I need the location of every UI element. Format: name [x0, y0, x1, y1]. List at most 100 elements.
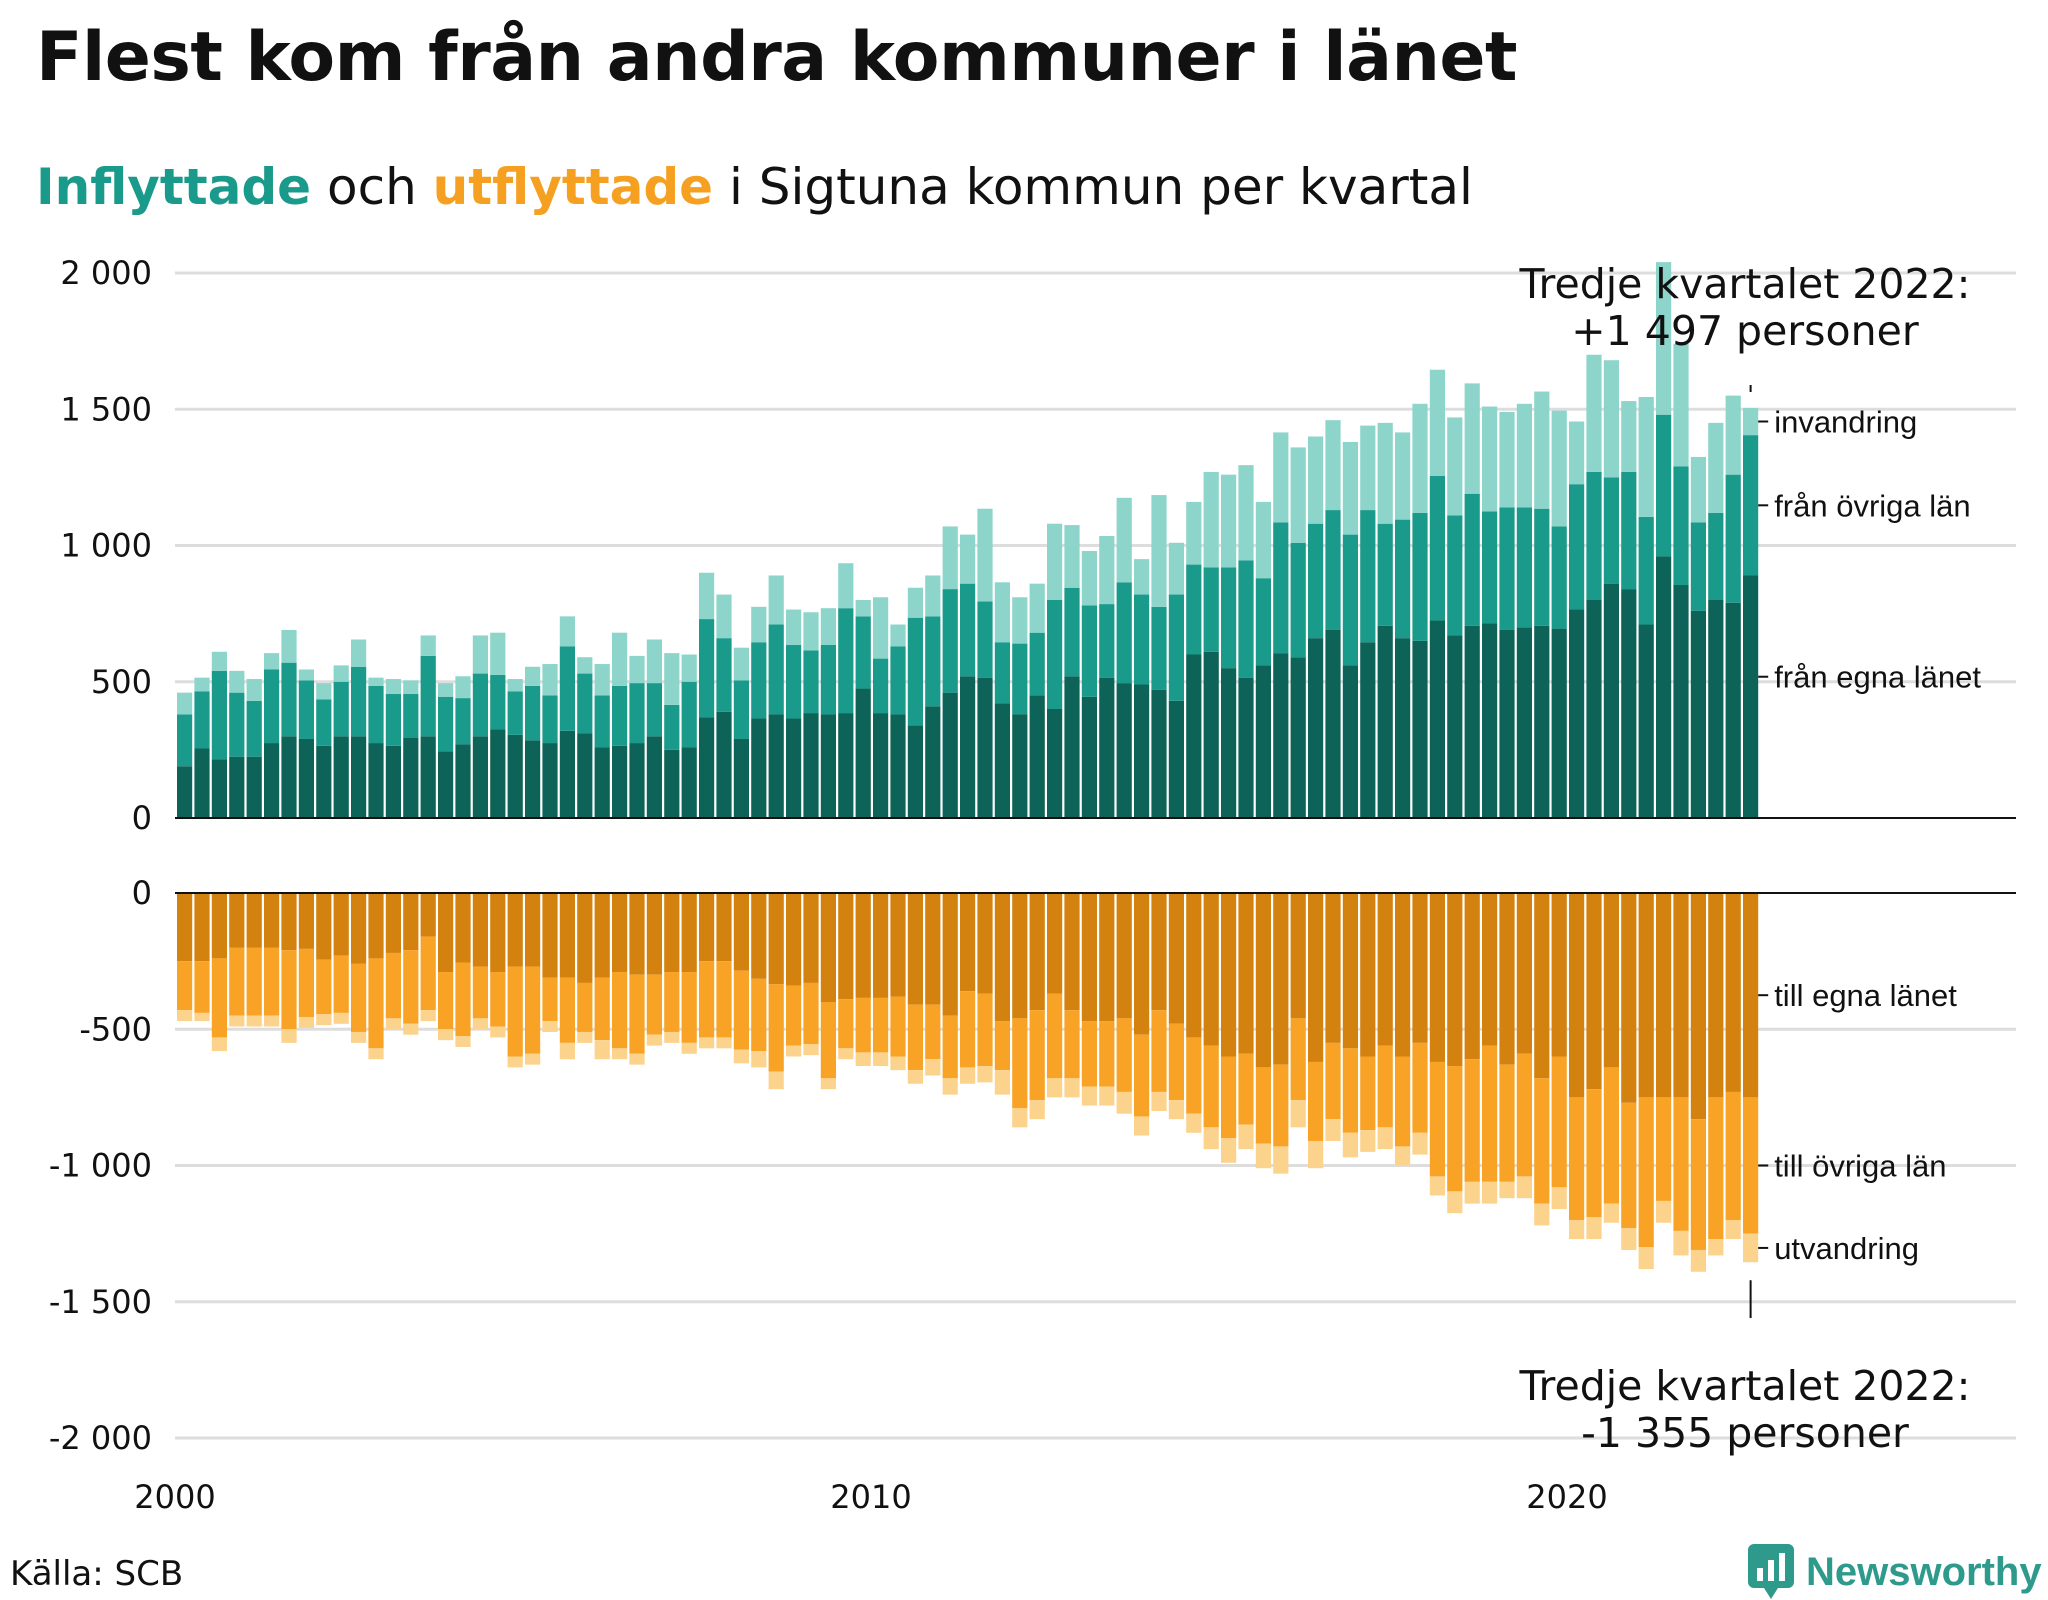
- bar-out-ovriga: [403, 950, 419, 1024]
- bar-in-egna: [1429, 620, 1445, 818]
- bar-out-utvandring: [1743, 1233, 1759, 1263]
- bar-in-ovriga: [1186, 564, 1202, 655]
- bar-out-egna: [1273, 893, 1289, 1065]
- bar-in-egna: [368, 743, 384, 818]
- bar-in-ovriga: [1534, 508, 1550, 626]
- bar-out-egna: [1186, 893, 1202, 1038]
- bar-in-ovriga: [803, 650, 819, 714]
- bar-in-egna: [351, 736, 367, 818]
- bar-out-egna: [803, 893, 819, 983]
- bar-in-invandring: [629, 655, 645, 684]
- annotation-bottom-line1: Tredje kvartalet 2022:: [1519, 1362, 1971, 1410]
- bar-in-egna: [1238, 677, 1254, 818]
- bar-in-invandring: [820, 608, 836, 645]
- bar-in-egna: [559, 730, 575, 818]
- bar-out-egna: [1516, 893, 1532, 1054]
- bar-in-ovriga: [699, 619, 715, 718]
- bar-in-egna: [438, 751, 454, 818]
- bar-in-egna: [612, 745, 628, 818]
- bar-out-egna: [1551, 893, 1567, 1057]
- bar-in-ovriga: [577, 673, 593, 734]
- bar-in-egna: [1586, 600, 1602, 818]
- bar-in-egna: [1186, 654, 1202, 818]
- bar-in-ovriga: [472, 673, 488, 737]
- bar-out-ovriga: [194, 961, 210, 1013]
- bar-out-utvandring: [1603, 1203, 1619, 1223]
- bar-out-egna: [1586, 893, 1602, 1090]
- bar-out-egna: [977, 893, 993, 994]
- bar-in-egna: [1690, 610, 1706, 818]
- bar-out-ovriga: [855, 997, 871, 1053]
- bar-in-egna: [542, 743, 558, 818]
- bar-out-utvandring: [1203, 1127, 1219, 1150]
- bar-in-invandring: [403, 680, 419, 695]
- bar-out-egna: [1342, 893, 1358, 1049]
- bar-out-ovriga: [907, 1004, 923, 1071]
- bar-in-ovriga: [733, 680, 749, 739]
- bar-in-invandring: [351, 639, 367, 667]
- bar-out-egna: [420, 893, 436, 937]
- bar-out-ovriga: [177, 961, 193, 1011]
- bar-in-invandring: [1377, 422, 1393, 524]
- bar-out-utvandring: [351, 1031, 367, 1043]
- y-tick-label-bottom: 0: [132, 874, 152, 912]
- bar-out-utvandring: [264, 1015, 280, 1027]
- bar-out-utvandring: [977, 1066, 993, 1083]
- bar-out-egna: [1603, 893, 1619, 1068]
- bar-in-egna: [594, 747, 610, 818]
- bar-in-ovriga: [229, 692, 245, 757]
- bar-out-ovriga: [768, 984, 784, 1072]
- subtitle-inflyttade: Inflyttade: [36, 158, 312, 216]
- bar-out-utvandring: [1464, 1181, 1480, 1204]
- bar-out-utvandring: [855, 1052, 871, 1067]
- bar-out-ovriga: [298, 948, 314, 1017]
- bar-out-egna: [1325, 893, 1341, 1043]
- bar-out-egna: [1081, 893, 1097, 1022]
- bar-out-ovriga: [1221, 1056, 1237, 1139]
- y-tick-label-top: 500: [91, 663, 152, 701]
- bar-in-invandring: [1047, 523, 1063, 600]
- bar-in-egna: [1499, 629, 1515, 818]
- bar-in-egna: [403, 737, 419, 818]
- bar-out-ovriga: [1412, 1042, 1428, 1133]
- bar-out-utvandring: [1047, 1078, 1063, 1098]
- annotation-bottom-line2: -1 355 personer: [1581, 1409, 1909, 1457]
- bar-in-invandring: [559, 616, 575, 647]
- annotation-top-line2: +1 497 personer: [1571, 307, 1919, 355]
- bar-in-invandring: [1273, 432, 1289, 523]
- bar-in-invandring: [420, 635, 436, 656]
- bar-out-egna: [1238, 893, 1254, 1054]
- bar-out-egna: [1255, 893, 1271, 1068]
- bar-in-ovriga: [768, 624, 784, 715]
- bar-in-ovriga: [1168, 594, 1184, 701]
- bar-out-utvandring: [1690, 1249, 1706, 1272]
- bar-in-invandring: [577, 657, 593, 674]
- bar-out-utvandring: [1447, 1191, 1463, 1214]
- bar-in-ovriga: [1255, 578, 1271, 666]
- bar-out-ovriga: [1464, 1059, 1480, 1182]
- bar-out-ovriga: [1377, 1045, 1393, 1128]
- bar-in-egna: [490, 729, 506, 818]
- bar-in-ovriga: [1273, 522, 1289, 654]
- bar-in-egna: [229, 756, 245, 818]
- bar-in-ovriga: [1308, 523, 1324, 639]
- bar-out-ovriga: [542, 977, 558, 1022]
- bar-in-invandring: [1656, 262, 1672, 415]
- bar-out-utvandring: [699, 1037, 715, 1049]
- subtitle-utflyttade: utflyttade: [432, 158, 714, 216]
- bar-in-ovriga: [960, 583, 976, 677]
- bar-out-utvandring: [1673, 1230, 1689, 1256]
- bar-in-invandring: [298, 669, 314, 681]
- bar-in-ovriga: [194, 691, 210, 749]
- bar-in-invandring: [368, 677, 384, 686]
- bar-out-utvandring: [994, 1070, 1010, 1095]
- bar-in-invandring: [525, 666, 541, 686]
- bar-in-ovriga: [368, 685, 384, 744]
- bar-out-egna: [1360, 893, 1376, 1057]
- bar-in-egna: [577, 733, 593, 818]
- bars: [177, 262, 1759, 1272]
- bar-out-ovriga: [612, 972, 628, 1049]
- bar-in-ovriga: [1447, 515, 1463, 636]
- bar-out-egna: [1290, 893, 1306, 1019]
- bar-in-invandring: [925, 575, 941, 617]
